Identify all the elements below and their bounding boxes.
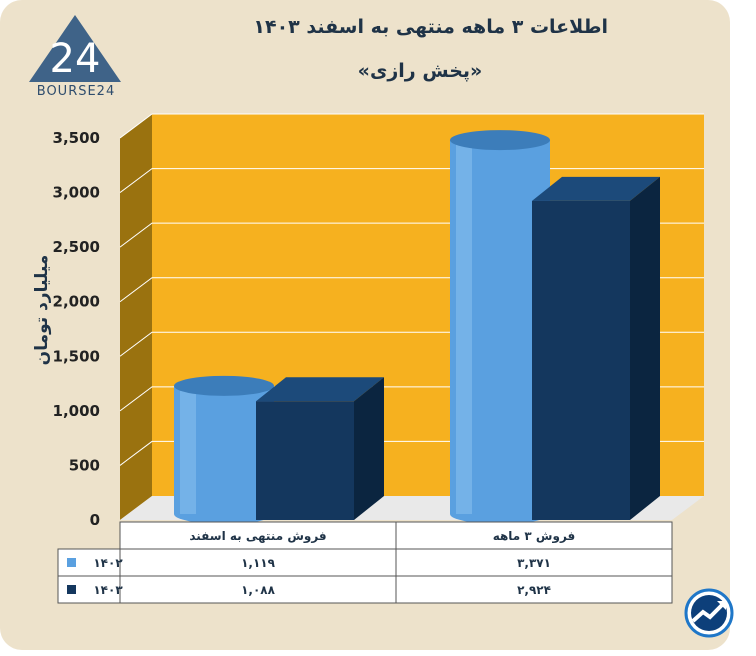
bar-1402-base — [174, 504, 274, 524]
logo-wordmark: BOURSE24 — [36, 84, 116, 99]
bar-1403 — [256, 377, 384, 520]
legend-label: ۱۴۰۳ — [93, 583, 123, 597]
bar-1402-base — [450, 504, 550, 524]
bar-1403-side — [630, 176, 660, 521]
y-tick-label: 1,000 — [53, 402, 100, 420]
data-label: ۳,۳۷۱ — [517, 556, 551, 570]
bar-1403-top — [256, 377, 384, 402]
data-label: ۱,۰۸۸ — [241, 583, 276, 597]
chart-subtitle: «پخش رازی» — [357, 60, 483, 82]
bar-1403-front — [532, 200, 630, 521]
y-tick-label: 1,500 — [53, 347, 100, 365]
gridline — [119, 113, 704, 139]
x-category-label: فروش منتهی به اسفند — [189, 529, 326, 544]
y-tick-label: 2,000 — [53, 293, 100, 311]
data-label: ۱,۱۱۹ — [241, 556, 276, 570]
trend-arrow-icon — [684, 588, 734, 638]
bourse24-logo: 24 — [29, 15, 121, 82]
bar-1403 — [532, 176, 660, 521]
bar-1402-top — [174, 375, 274, 396]
y-tick-label: 0 — [90, 511, 100, 529]
data-label: ۲,۹۲۴ — [517, 583, 551, 597]
legend-swatch — [67, 585, 76, 594]
x-category-label: فروش ۳ ماهه — [493, 529, 576, 544]
y-tick-label: 500 — [69, 456, 100, 474]
bar-1402-highlight — [180, 385, 196, 514]
y-tick-label: 3,000 — [53, 184, 100, 202]
legend-label: ۱۴۰۲ — [93, 556, 123, 570]
chart-title: اطلاعات ۳ ماهه منتهی به اسفند ۱۴۰۳ — [253, 16, 608, 38]
bar-1403-front — [256, 401, 354, 520]
bar-1403-side — [354, 377, 384, 520]
plot-side-wall — [120, 114, 152, 520]
y-tick-label: 3,500 — [53, 129, 100, 147]
legend-swatch — [67, 558, 76, 567]
bar-1403-top — [532, 176, 660, 201]
svg-text:24: 24 — [50, 36, 101, 82]
data-table: فروش منتهی به اسفند فروش ۳ ماهه ۱۴۰۲ ۱,۱۱۹ ۳… — [57, 521, 673, 604]
bar-1402-highlight — [456, 140, 472, 515]
bar-1402-top — [450, 130, 550, 151]
y-tick-label: 2,500 — [53, 238, 100, 256]
